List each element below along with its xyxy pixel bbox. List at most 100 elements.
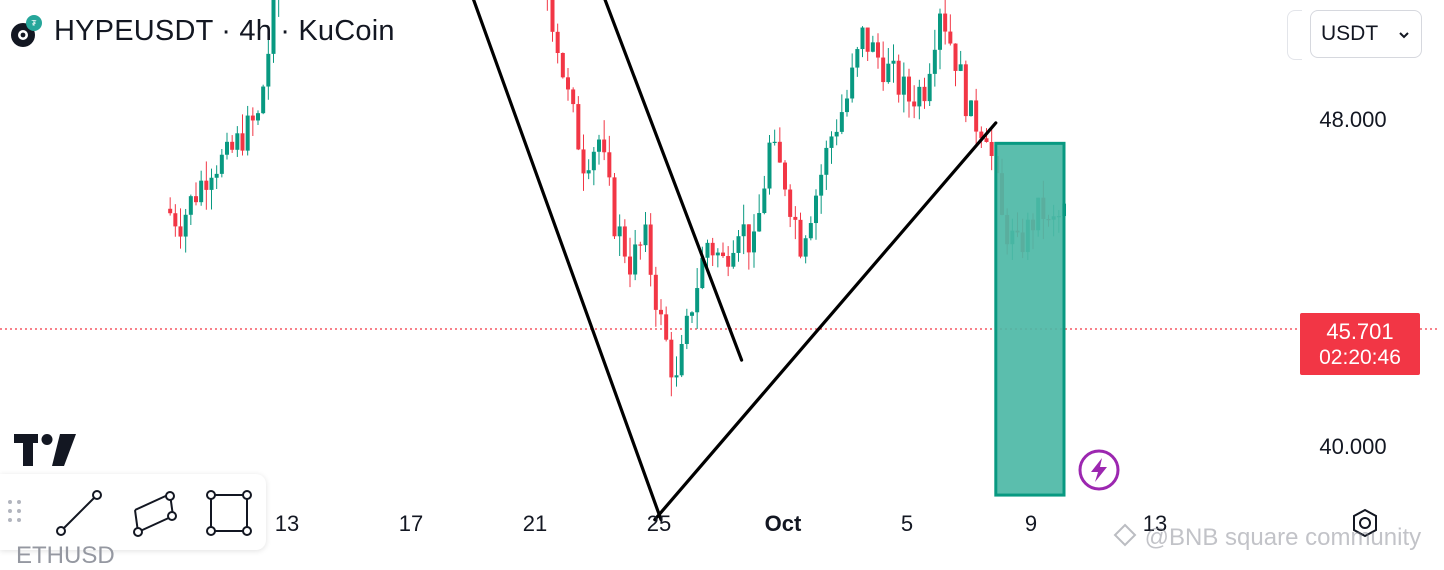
candle-down bbox=[669, 339, 674, 378]
target-zone-box[interactable] bbox=[994, 141, 1066, 497]
tradingview-logo-icon[interactable] bbox=[14, 434, 78, 473]
settings-gear-icon[interactable] bbox=[1348, 506, 1382, 545]
candle-up bbox=[752, 231, 756, 253]
candle-up bbox=[736, 236, 741, 253]
candle-up bbox=[214, 173, 219, 178]
candle-down bbox=[746, 224, 751, 253]
rectangle-icon[interactable] bbox=[204, 488, 254, 543]
candle-down bbox=[602, 139, 607, 153]
drawings-layer[interactable] bbox=[419, 0, 1066, 522]
candle-down bbox=[798, 219, 803, 257]
candle-down bbox=[896, 60, 901, 95]
candle-down bbox=[979, 131, 984, 139]
candle-up bbox=[834, 131, 839, 137]
candle-down bbox=[953, 43, 958, 71]
candle-up bbox=[917, 86, 922, 107]
candle-up bbox=[225, 141, 229, 155]
drawing-toolbar bbox=[0, 474, 266, 550]
candle-up bbox=[633, 244, 638, 275]
channel-line-1[interactable] bbox=[419, 0, 663, 522]
channel-line-2[interactable] bbox=[481, 0, 744, 362]
candle-up bbox=[870, 42, 875, 52]
candle-down bbox=[555, 31, 560, 53]
candle-up bbox=[845, 98, 849, 113]
candle-up bbox=[767, 142, 772, 189]
candle-up bbox=[597, 139, 601, 152]
alert-lightning-icon[interactable] bbox=[1078, 449, 1120, 496]
price-axis-label: 40.000 bbox=[1319, 434, 1386, 459]
candle-up bbox=[209, 177, 214, 190]
candle-up bbox=[188, 196, 193, 215]
candle-up bbox=[927, 73, 932, 102]
candle-down bbox=[607, 152, 612, 178]
candle-down bbox=[793, 216, 798, 220]
candle-down bbox=[622, 226, 627, 257]
candle-up bbox=[757, 213, 762, 232]
price-axis-label: 48.000 bbox=[1319, 107, 1386, 132]
candle-down bbox=[560, 52, 565, 78]
candle-down bbox=[922, 86, 927, 102]
trend-line-icon[interactable] bbox=[54, 488, 104, 543]
candle-up bbox=[715, 252, 720, 256]
last-price-value: 45.701 bbox=[1326, 319, 1394, 344]
drag-handle-icon[interactable] bbox=[6, 498, 24, 533]
time-axis[interactable]: 13 17 21 25 Oct 5 9 13 bbox=[275, 511, 1167, 536]
candle-up bbox=[808, 223, 813, 239]
candle-down bbox=[912, 101, 917, 107]
candle-down bbox=[788, 189, 793, 217]
candle-down bbox=[628, 256, 632, 275]
candle-up bbox=[674, 375, 679, 378]
candle-up bbox=[690, 312, 694, 316]
symbol-title[interactable]: HYPEUSDT · 4h · KuCoin bbox=[54, 14, 395, 47]
svg-text:₮: ₮ bbox=[32, 19, 37, 28]
time-axis-label: 21 bbox=[523, 511, 547, 536]
candle-up bbox=[829, 136, 834, 148]
candle-up bbox=[886, 63, 891, 83]
candle-down bbox=[612, 177, 617, 237]
candle-down bbox=[710, 242, 715, 256]
candle-down bbox=[907, 76, 911, 102]
time-axis-label: Oct bbox=[765, 511, 802, 536]
candle-down bbox=[566, 77, 570, 90]
candle-up bbox=[643, 224, 648, 246]
chart-header: ₮ HYPEUSDT · 4h · KuCoin bbox=[10, 14, 395, 48]
candle-up bbox=[183, 214, 188, 237]
candle-up bbox=[958, 64, 963, 71]
candle-down bbox=[664, 314, 669, 340]
binance-logo-icon bbox=[1112, 522, 1138, 555]
candle-up bbox=[617, 226, 622, 237]
candle-up bbox=[199, 180, 204, 203]
support-trend-line[interactable] bbox=[653, 121, 998, 522]
currency-select[interactable]: USDT bbox=[1310, 10, 1422, 58]
time-axis-label: 25 bbox=[647, 511, 671, 536]
candle-down bbox=[783, 162, 787, 190]
candle-up bbox=[256, 113, 260, 121]
candle-up bbox=[860, 27, 865, 50]
candle-down bbox=[948, 31, 953, 44]
next-pane-symbol[interactable]: ETHUSD bbox=[16, 542, 115, 569]
candle-down bbox=[173, 213, 178, 227]
candle-down bbox=[721, 252, 725, 257]
candle-down bbox=[865, 27, 870, 52]
candle-up bbox=[772, 141, 777, 144]
candle-down bbox=[178, 226, 183, 237]
watermark: @BNB square community bbox=[1112, 522, 1421, 555]
candle-up bbox=[235, 133, 240, 150]
time-axis-label: 13 bbox=[275, 511, 299, 536]
candle-up bbox=[938, 13, 942, 50]
candle-up bbox=[803, 238, 808, 257]
candle-up bbox=[245, 115, 250, 151]
candle-up bbox=[695, 288, 700, 313]
candle-up bbox=[850, 67, 855, 99]
candle-down bbox=[168, 208, 173, 214]
currency-select-value: USDT bbox=[1321, 22, 1379, 45]
candle-down bbox=[240, 133, 245, 151]
candle-down bbox=[204, 180, 209, 190]
candle-up bbox=[824, 147, 829, 175]
candle-up bbox=[969, 100, 973, 117]
candle-down bbox=[777, 141, 782, 163]
candle-down bbox=[876, 42, 880, 58]
parallel-channel-icon[interactable] bbox=[130, 488, 180, 543]
